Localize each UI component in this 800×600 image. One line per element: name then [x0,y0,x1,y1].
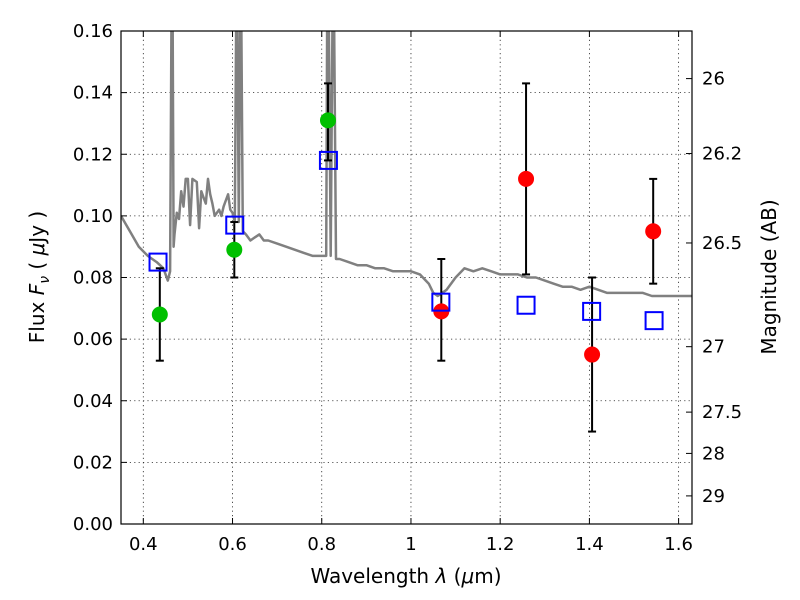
model-square [582,301,602,321]
y-tick-label: 0.06 [73,329,113,350]
y2-tick-label: 27 [702,337,725,358]
tick-marks [121,30,692,525]
x-axis-title: Wavelength λ (μm) [310,564,501,588]
tick-labels: 0.4 0.6 0.8 1 1.2 1.4 1.6 0.00 0.02 0.04 0.06 0.08 0… [73,21,742,555]
markers-group [148,112,664,363]
model-square [516,295,536,315]
y-tick-label: 0.14 [73,83,113,104]
y-tick-label: 0.04 [73,391,113,412]
y-tick-label: 0.10 [73,206,113,227]
x-tick-label: 1.4 [575,534,604,555]
data-point [151,306,168,323]
y2-tick-label: 28 [702,443,725,464]
model-square [644,311,664,331]
y-tick-label: 0.02 [73,452,113,473]
y-tick-label: 0.00 [73,514,113,535]
model-spectrum-group [121,31,692,298]
x-tick-label: 1 [405,534,416,555]
y2-tick-label: 26 [702,69,725,90]
y2-tick-label: 29 [702,486,725,507]
y2-tick-label: 27.5 [702,402,742,423]
data-point [645,223,662,240]
y2-axis-title: Magnitude (AB) [757,199,781,354]
model-square [431,292,451,312]
x-tick-label: 0.4 [129,534,158,555]
data-point [319,112,336,129]
x-tick-label: 1.6 [664,534,693,555]
y2-tick-label: 26.2 [702,144,742,165]
x-tick-label: 0.6 [218,534,247,555]
y-axis-title: Flux Fν ( μJy ) [25,211,53,343]
data-point [584,346,601,363]
model-square [148,252,168,272]
y-tick-label: 0.12 [73,144,113,165]
model-square [318,150,338,170]
x-tick-label: 0.8 [307,534,336,555]
errorbars-group [155,82,658,433]
model-spectrum-line [121,31,692,298]
y-tick-label: 0.08 [73,268,113,289]
data-point [226,241,243,258]
data-point [518,170,535,187]
grid-lines [121,31,692,524]
x-tick-label: 1.2 [486,534,515,555]
plot-frame [120,30,693,525]
model-square [225,215,245,235]
y2-tick-label: 26.5 [702,233,742,254]
y-tick-label: 0.16 [73,21,113,42]
